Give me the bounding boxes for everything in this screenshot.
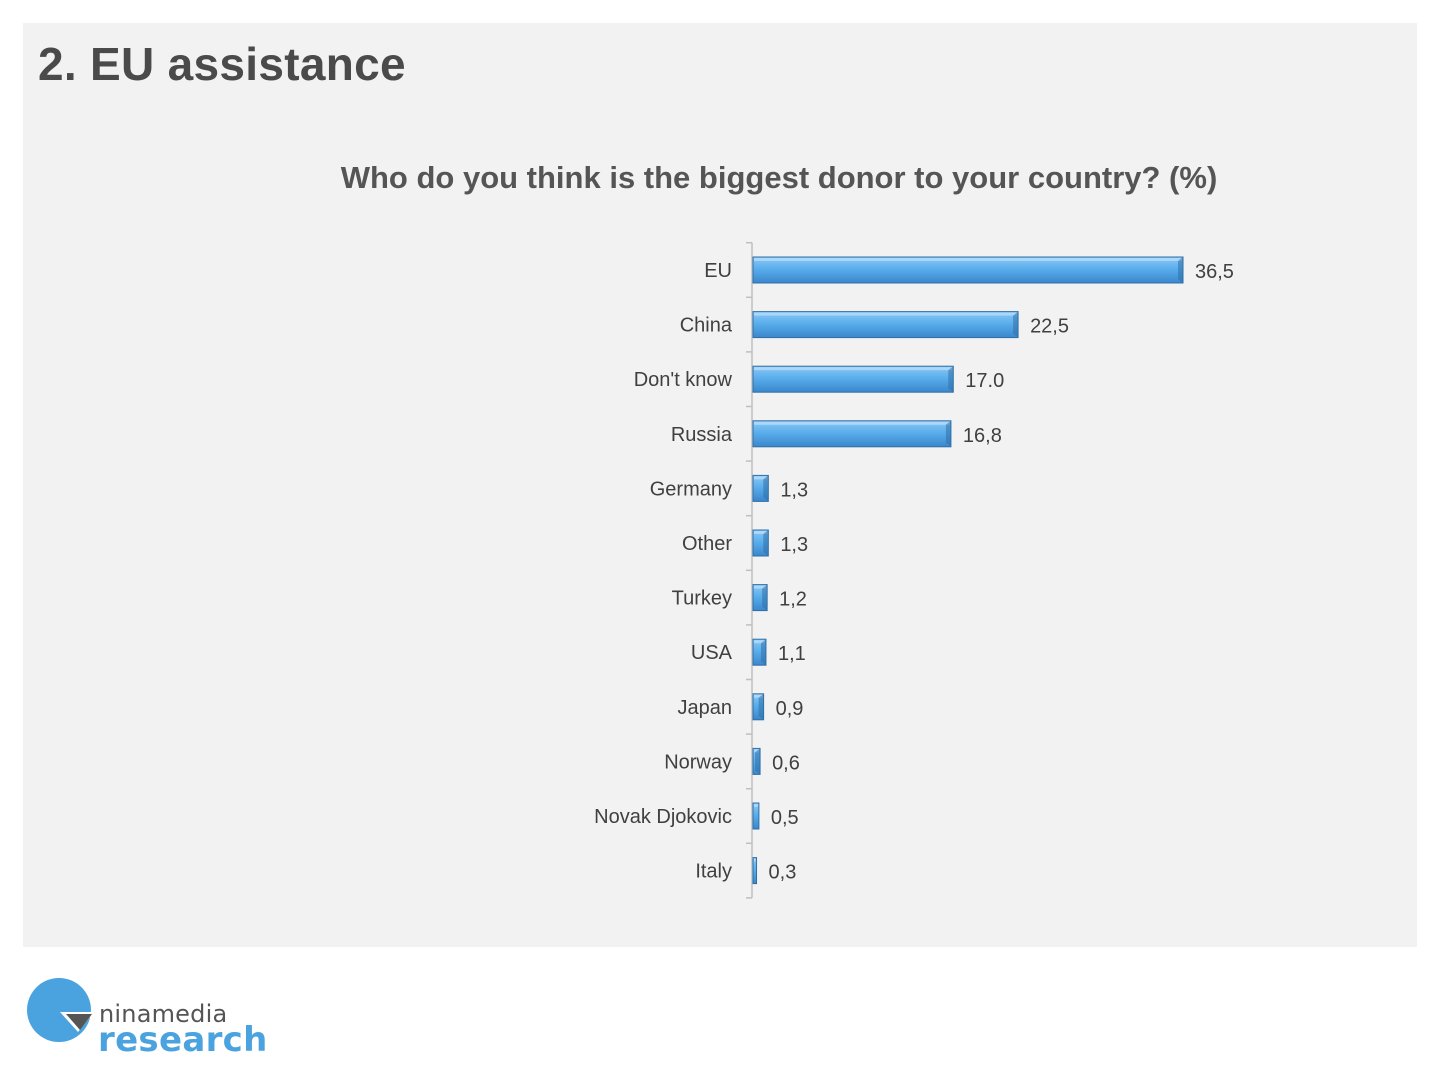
bar bbox=[752, 802, 760, 830]
bar-bevel bbox=[754, 804, 758, 807]
bar-bevel bbox=[754, 749, 760, 753]
y-axis bbox=[746, 241, 753, 899]
data-label: 36,5 bbox=[1195, 261, 1234, 283]
bar-bevel-end bbox=[1178, 257, 1183, 283]
bar-body bbox=[752, 256, 1184, 284]
data-label: 1,2 bbox=[779, 589, 807, 611]
bar-bevel-end bbox=[948, 366, 954, 393]
bar bbox=[752, 311, 1019, 339]
bar-body bbox=[752, 365, 954, 393]
data-label: 17.0 bbox=[965, 370, 1004, 392]
logo-arrow bbox=[66, 1014, 92, 1030]
bar bbox=[752, 365, 954, 393]
bar bbox=[752, 638, 767, 666]
bar bbox=[752, 474, 769, 502]
bar bbox=[752, 420, 952, 448]
data-labels: 36,5 22,5 17.0 16,8 1,3 1,3 1,2 1,1 0,9 0,6 0,5 0,3 bbox=[769, 261, 1234, 884]
category-label: China bbox=[680, 315, 733, 337]
category-label: Japan bbox=[678, 697, 733, 719]
logo-text-ninamedia: ninamedia bbox=[99, 1000, 228, 1028]
bar-bevel-end bbox=[758, 693, 764, 720]
bar-bevel-end bbox=[763, 475, 769, 502]
bar-bevel-end bbox=[755, 748, 761, 775]
bar-body bbox=[752, 857, 758, 885]
ninamedia-research-logo: ninamedia research bbox=[26, 970, 268, 1060]
bar-bevel bbox=[754, 531, 768, 534]
data-label: 1,3 bbox=[780, 534, 808, 556]
bar-bevel bbox=[754, 476, 768, 480]
bar-bevel-end bbox=[1013, 311, 1019, 338]
category-label: Germany bbox=[650, 478, 732, 500]
bar-bevel bbox=[754, 312, 1018, 316]
bar-bevel bbox=[754, 421, 950, 425]
data-label: 16,8 bbox=[963, 425, 1002, 447]
data-label: 0,9 bbox=[776, 698, 804, 720]
slide-title: 2. EU assistance bbox=[38, 38, 406, 90]
data-label: 1,3 bbox=[780, 479, 808, 501]
category-label: Norway bbox=[664, 751, 732, 773]
bar-bevel bbox=[754, 640, 765, 644]
bar-bevel-end bbox=[760, 639, 766, 666]
bar-bevel-end bbox=[762, 584, 768, 611]
logo-circle bbox=[27, 978, 91, 1042]
bar bbox=[752, 256, 1184, 284]
bar bbox=[752, 857, 758, 885]
bar bbox=[752, 747, 761, 775]
bar-body bbox=[752, 802, 760, 830]
bar-series bbox=[752, 256, 1184, 885]
bar-bevel bbox=[754, 694, 763, 698]
category-label: Don't know bbox=[634, 369, 733, 391]
bar-bevel bbox=[754, 367, 953, 371]
category-label: Russia bbox=[671, 424, 733, 446]
data-label: 0,6 bbox=[772, 752, 800, 774]
bar-body bbox=[752, 311, 1019, 339]
bar bbox=[752, 693, 765, 721]
category-labels: EU China Don't know Russia Germany Other Turke… bbox=[594, 260, 733, 883]
bar-bevel-end bbox=[763, 530, 769, 556]
bar-bevel bbox=[754, 258, 1182, 261]
data-label: 0,5 bbox=[771, 807, 799, 829]
bar bbox=[752, 529, 769, 557]
logo-mark-icon bbox=[27, 978, 94, 1042]
chart-title: Who do you think is the biggest donor to… bbox=[341, 160, 1218, 195]
bar-bevel bbox=[754, 585, 767, 589]
data-label: 22,5 bbox=[1030, 316, 1069, 338]
logo-text-research: research bbox=[98, 1020, 268, 1060]
category-label: Other bbox=[682, 533, 732, 555]
category-label: Novak Djokovic bbox=[594, 806, 732, 828]
category-label: Turkey bbox=[672, 588, 732, 610]
bar-bevel bbox=[754, 858, 756, 862]
category-label: EU bbox=[704, 260, 732, 282]
bar-bevel-end bbox=[945, 420, 951, 447]
bar bbox=[752, 584, 768, 612]
bar-chart: Who do you think is the biggest donor to… bbox=[341, 160, 1234, 899]
data-label: 0,3 bbox=[769, 862, 797, 884]
category-label: USA bbox=[691, 642, 733, 664]
content-panel: 2. EU assistance bbox=[23, 23, 1417, 947]
data-label: 1,1 bbox=[778, 643, 806, 665]
category-label: Italy bbox=[695, 861, 732, 883]
